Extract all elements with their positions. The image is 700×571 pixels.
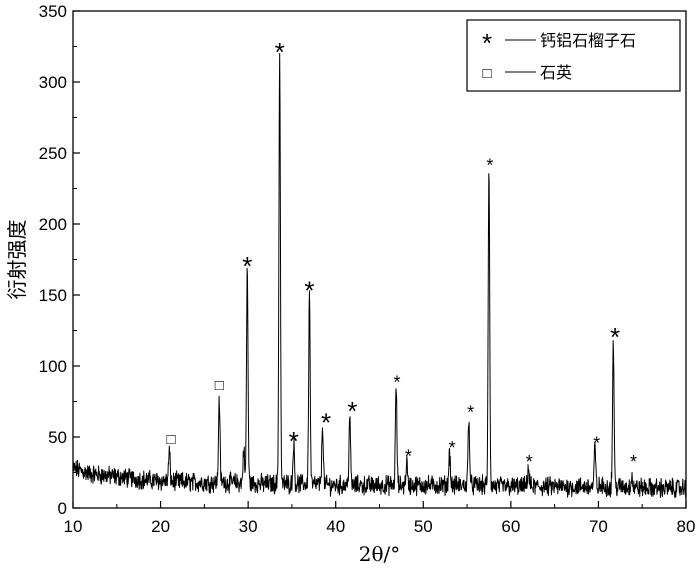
y-tick-label: 150 <box>39 286 67 305</box>
x-tick-label: 70 <box>589 517 608 536</box>
legend-label: 钙铝石榴子石 <box>540 31 636 50</box>
x-tick-label: 60 <box>501 517 520 536</box>
y-tick-label: 100 <box>39 357 67 376</box>
series-layer <box>72 53 687 499</box>
x-tick-label: 10 <box>64 517 83 536</box>
garnet-peak-marker: * <box>242 251 252 281</box>
y-tick-label: 250 <box>39 144 67 163</box>
legend-box <box>466 19 681 92</box>
legend-label: 石英 <box>540 63 572 82</box>
peak-annotations: □ □ * * * * * * * * * * * * * * * <box>167 37 637 472</box>
garnet-peak-marker: * <box>486 155 493 175</box>
y-axis: 0 50 100 150 200 250 300 350 <box>39 2 80 518</box>
garnet-peak-marker: * <box>275 37 285 67</box>
x-tick-label: 30 <box>239 517 258 536</box>
garnet-peak-marker: * <box>304 275 314 305</box>
x-axis-title: 2θ/° <box>359 542 401 566</box>
garnet-peak-marker: * <box>467 403 474 423</box>
y-tick-label: 350 <box>39 2 67 21</box>
quartz-peak-marker: □ <box>215 377 224 394</box>
garnet-peak-marker: * <box>347 396 357 426</box>
garnet-peak-marker: * <box>405 447 412 467</box>
y-tick-label: 0 <box>58 499 67 518</box>
garnet-peak-marker: * <box>289 426 299 456</box>
x-tick-label: 80 <box>677 517 696 536</box>
y-axis-title: 衍射强度 <box>5 220 29 300</box>
x-tick-label: 20 <box>151 517 170 536</box>
garnet-peak-marker: * <box>394 373 401 393</box>
legend-symbol: □ <box>482 65 491 82</box>
y-tick-label: 300 <box>39 73 67 92</box>
y-tick-label: 200 <box>39 215 67 234</box>
garnet-peak-marker: * <box>610 322 620 352</box>
garnet-peak-marker: * <box>630 452 637 472</box>
y-tick-label: 50 <box>48 428 67 447</box>
quartz-peak-marker: □ <box>167 431 176 448</box>
x-tick-label: 40 <box>326 517 345 536</box>
garnet-peak-marker: * <box>449 438 456 458</box>
xrd-series-line <box>72 53 687 499</box>
x-axis: 10 20 30 40 50 60 70 80 <box>64 501 696 536</box>
garnet-peak-marker: * <box>593 434 600 454</box>
legend-symbol: * <box>482 28 492 58</box>
x-tick-label: 50 <box>414 517 433 536</box>
garnet-peak-marker: * <box>321 407 331 437</box>
garnet-peak-marker: * <box>526 452 533 472</box>
legend: * 钙铝石榴子石 □ 石英 <box>466 19 681 92</box>
